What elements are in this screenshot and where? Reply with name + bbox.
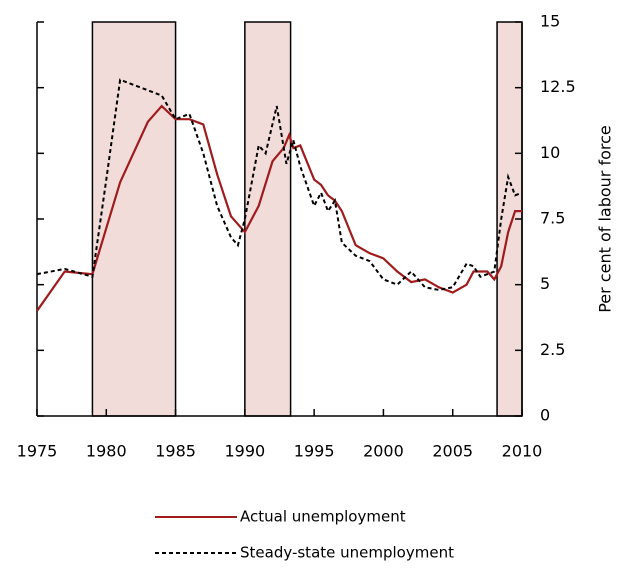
x-tick-label: 2000 — [363, 442, 404, 461]
y-tick-label: 5 — [540, 274, 550, 293]
y-tick-label: 7.5 — [540, 209, 565, 228]
x-tick-label: 1975 — [17, 442, 58, 461]
x-tick-label: 1995 — [294, 442, 335, 461]
x-tick-label: 1990 — [224, 442, 265, 461]
series-line — [36, 104, 522, 312]
y-tick-label: 10 — [540, 143, 560, 162]
shaded-period — [91, 21, 177, 417]
y-axis-label: Per cent of labour force — [596, 125, 615, 313]
x-tick-label: 2010 — [502, 442, 543, 461]
legend-label: Steady-state unemployment — [240, 544, 454, 562]
series-line — [36, 78, 523, 291]
x-tick-label: 1985 — [155, 442, 196, 461]
x-tick-label: 2005 — [432, 442, 473, 461]
legend-label: Actual unemployment — [240, 508, 406, 526]
x-tick-label: 1980 — [86, 442, 127, 461]
y-tick-label: 2.5 — [540, 340, 565, 359]
y-tick-label: 15 — [540, 12, 560, 31]
y-tick-label: 0 — [540, 406, 550, 425]
y-tick-label: 12.5 — [540, 77, 576, 96]
